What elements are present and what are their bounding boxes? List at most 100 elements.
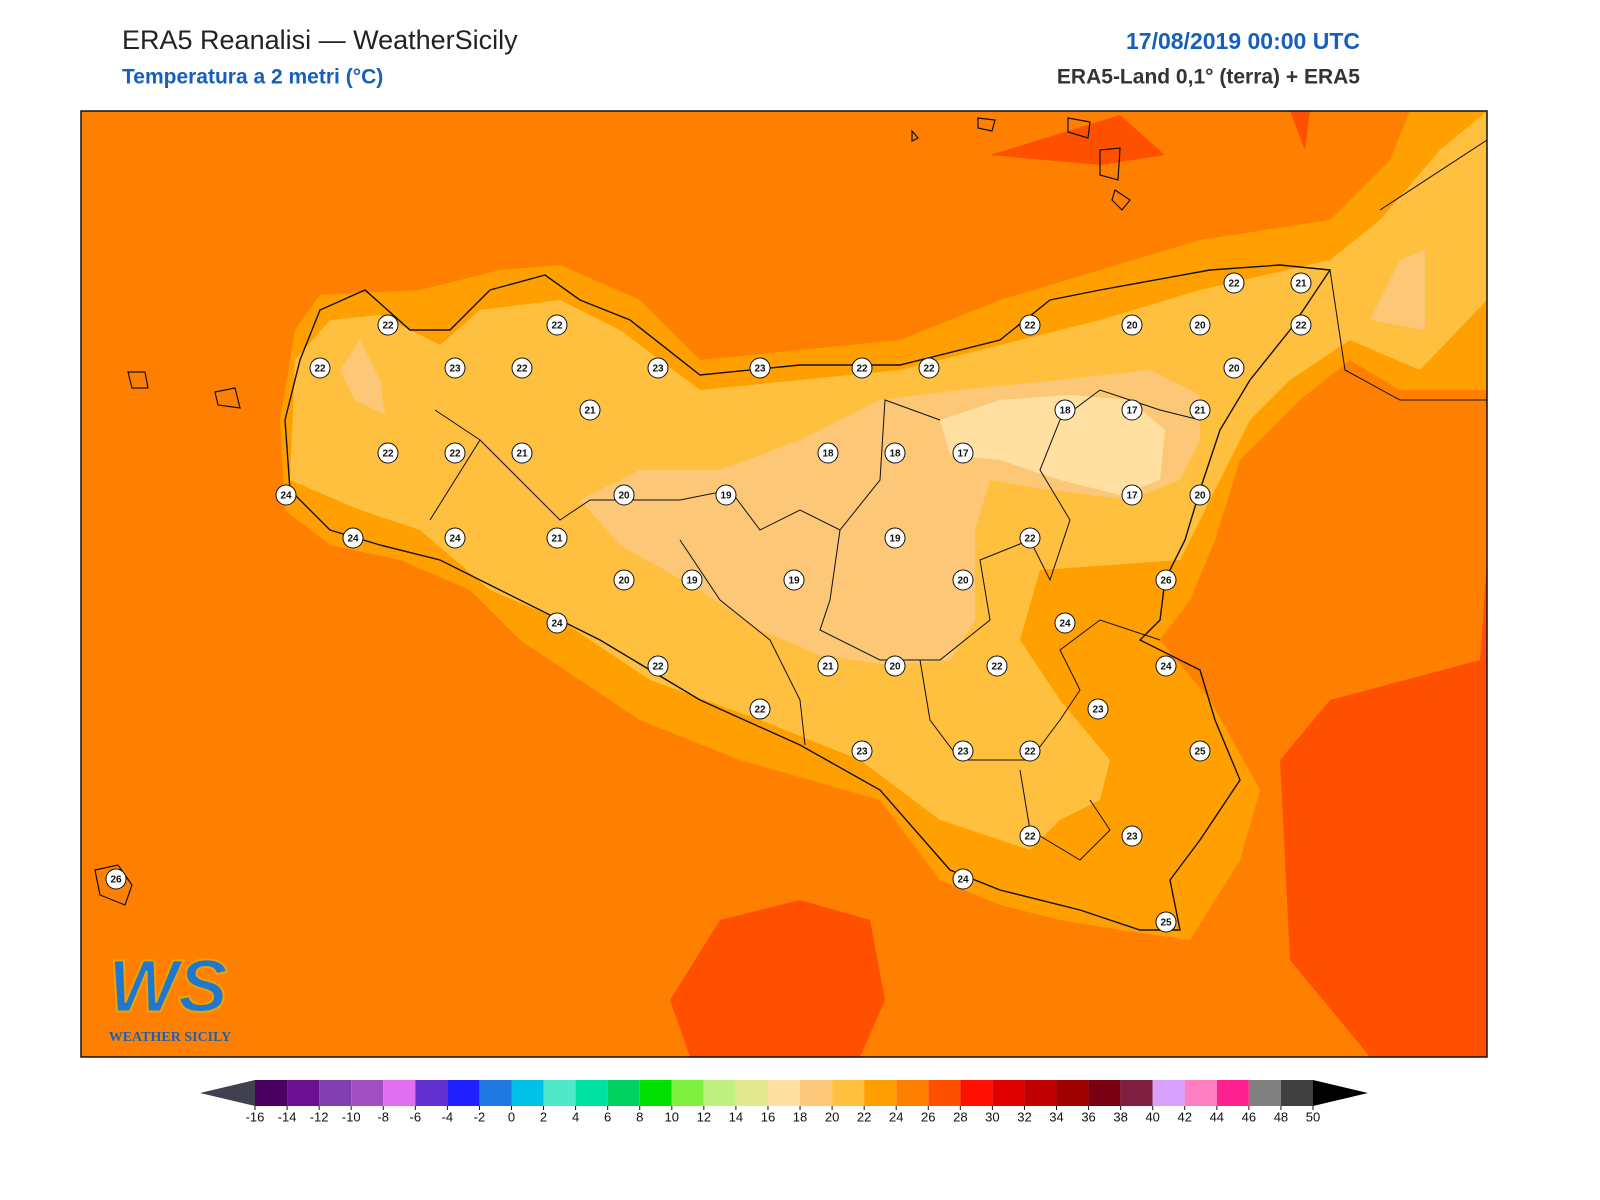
station-marker <box>817 655 839 677</box>
station-value: 22 <box>314 364 326 375</box>
station-marker <box>884 655 906 677</box>
station-marker <box>884 442 906 464</box>
colorbar-segment <box>543 1080 576 1106</box>
station-marker <box>546 314 568 336</box>
station-marker <box>1054 612 1076 634</box>
station-marker <box>1121 314 1143 336</box>
station-marker <box>1019 740 1041 762</box>
colorbar-tick-label: -6 <box>410 1109 422 1124</box>
station-marker <box>1189 399 1211 421</box>
station-marker <box>851 740 873 762</box>
colorbar-tick-label: -10 <box>342 1109 361 1124</box>
colorbar-tick-label: 8 <box>636 1109 643 1124</box>
colorbar-over <box>1313 1080 1368 1106</box>
station-marker <box>546 527 568 549</box>
station-value: 22 <box>382 321 394 332</box>
source: ERA5-Land 0,1° (terra) + ERA5 <box>1057 66 1360 89</box>
colorbar-tick-label: -16 <box>246 1109 265 1124</box>
colorbar-segment <box>800 1080 833 1106</box>
station-marker <box>1290 314 1312 336</box>
colorbar-segment <box>1184 1080 1217 1106</box>
colorbar-tick-label: 14 <box>729 1109 743 1124</box>
map-frame <box>80 110 1488 1058</box>
station-value: 24 <box>347 534 359 545</box>
colorbar-segment <box>351 1080 384 1106</box>
title: ERA5 Reanalisi — WeatherSicily <box>122 25 518 55</box>
colorbar-segment <box>735 1080 768 1106</box>
station-marker <box>783 569 805 591</box>
date: 17/08/2019 00:00 UTC <box>1126 28 1360 54</box>
colorbar-tick-label: 50 <box>1306 1109 1320 1124</box>
station-value: 21 <box>551 534 563 545</box>
colorbar-tick-label: 36 <box>1081 1109 1095 1124</box>
station-value: 21 <box>1194 406 1206 417</box>
colorbar-segment <box>896 1080 929 1106</box>
colorbar-segment <box>319 1080 352 1106</box>
station-value: 20 <box>1228 364 1240 375</box>
colorbar-tick-label: 32 <box>1017 1109 1031 1124</box>
colorbar-segment <box>928 1080 961 1106</box>
colorbar-tick-label: -12 <box>310 1109 329 1124</box>
station-value: 21 <box>822 662 834 673</box>
station-value: 19 <box>720 491 732 502</box>
colorbar-tick-label: 40 <box>1145 1109 1159 1124</box>
station-marker <box>377 314 399 336</box>
station-value: 23 <box>652 364 664 375</box>
colorbar-tick-label: 16 <box>761 1109 775 1124</box>
station-marker <box>444 527 466 549</box>
colorbar-tick-label: 2 <box>540 1109 547 1124</box>
station-marker <box>105 868 127 890</box>
station-marker <box>749 698 771 720</box>
station-marker <box>1054 399 1076 421</box>
colorbar-tick-label: -8 <box>377 1109 389 1124</box>
station-value: 22 <box>382 449 394 460</box>
station-value: 22 <box>754 705 766 716</box>
station-value: 20 <box>618 576 630 587</box>
colorbar-tick-label: 18 <box>793 1109 807 1124</box>
station-value: 20 <box>1194 491 1206 502</box>
station-marker <box>884 527 906 549</box>
colorbar-segment <box>992 1080 1025 1106</box>
map <box>81 111 1487 1057</box>
colorbar-tick-label: -14 <box>278 1109 297 1124</box>
station-marker <box>309 357 331 379</box>
colorbar-segment <box>1024 1080 1057 1106</box>
colorbar-tick-label: 48 <box>1274 1109 1288 1124</box>
station-value: 23 <box>449 364 461 375</box>
station-value: 22 <box>1228 279 1240 290</box>
station-value: 24 <box>1059 619 1071 630</box>
colorbar-segment <box>383 1080 416 1106</box>
station-value: 26 <box>110 875 122 886</box>
colorbar-segment <box>511 1080 544 1106</box>
station-marker <box>749 357 771 379</box>
colorbar-tick-label: 0 <box>508 1109 515 1124</box>
colorbar-segment <box>607 1080 640 1106</box>
station-value: 24 <box>449 534 461 545</box>
colorbar-segment <box>832 1080 865 1106</box>
station-value: 22 <box>551 321 563 332</box>
station-value: 22 <box>449 449 461 460</box>
colorbar-segment <box>1280 1080 1313 1106</box>
colorbar-segment <box>575 1080 608 1106</box>
station-value: 23 <box>1126 832 1138 843</box>
station-marker <box>579 399 601 421</box>
station-marker <box>546 612 568 634</box>
station-marker <box>1155 655 1177 677</box>
colorbar-segment <box>415 1080 448 1106</box>
field-26 <box>670 900 885 1057</box>
station-value: 22 <box>1024 747 1036 758</box>
station-value: 20 <box>889 662 901 673</box>
field-26 <box>990 111 1310 165</box>
colorbar-tick-label: 24 <box>889 1109 903 1124</box>
station-value: 20 <box>1194 321 1206 332</box>
field-26 <box>1280 560 1487 1057</box>
station-marker <box>647 357 669 379</box>
station-marker <box>851 357 873 379</box>
station-value: 22 <box>1024 534 1036 545</box>
colorbar-tick-label: 44 <box>1210 1109 1224 1124</box>
station-marker <box>1189 740 1211 762</box>
station-marker <box>1019 825 1041 847</box>
station-marker <box>511 442 533 464</box>
